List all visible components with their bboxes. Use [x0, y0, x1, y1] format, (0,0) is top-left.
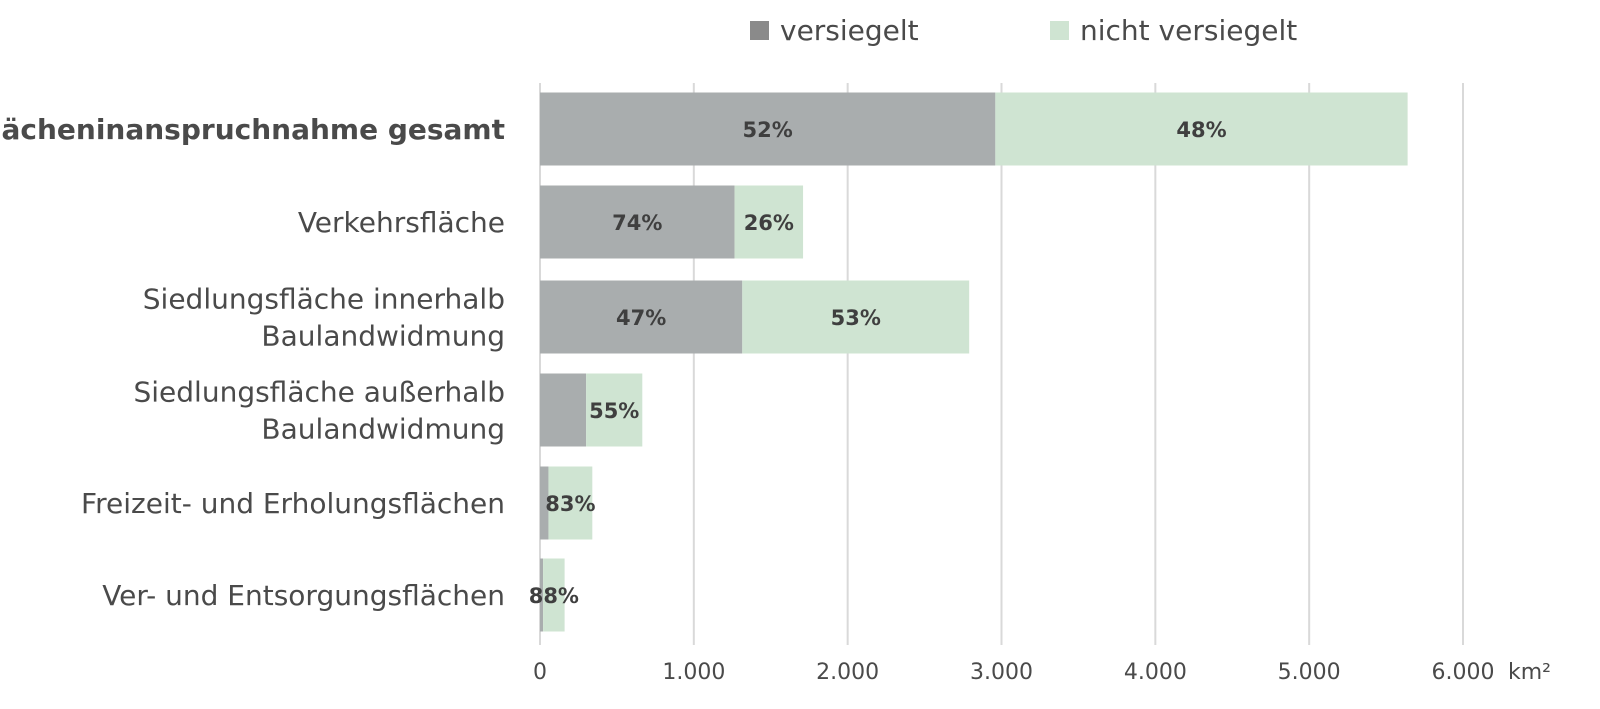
- legend-label: versiegelt: [780, 14, 919, 47]
- bar-segment-unsealed: [742, 280, 970, 354]
- bar-segment-unsealed: [586, 373, 643, 447]
- category-label: Flächeninanspruchnahme gesamt: [0, 113, 505, 146]
- x-axis-ticks: 0 1.000 2.000 3.000 4.000 5.000 6.000 km²: [533, 660, 1551, 685]
- bar-data-label: 48%: [1176, 118, 1226, 142]
- bar-segment-unsealed: [734, 185, 804, 259]
- category-label: Verkehrsfläche: [298, 206, 505, 239]
- category-label: Baulandwidmung: [261, 413, 505, 446]
- x-tick-label: 2.000: [816, 660, 879, 685]
- category-label: Baulandwidmung: [261, 320, 505, 353]
- bar-segment-unsealed: [543, 558, 565, 632]
- bars: 52% 48% 74% 26% 47% 53% 55% 83% 88%: [529, 92, 1408, 632]
- x-tick-label: 3.000: [970, 660, 1033, 685]
- category-labels: Flächeninanspruchnahme gesamt Verkehrsflä…: [0, 113, 505, 612]
- bar-data-label: 26%: [744, 211, 794, 235]
- legend: versiegelt nicht versiegelt: [750, 14, 1297, 47]
- bar-segment-sealed: [540, 558, 544, 632]
- x-tick-label: 5.000: [1278, 660, 1341, 685]
- grid-lines: [539, 83, 1464, 645]
- bar-segment-sealed: [540, 373, 587, 447]
- category-label: Ver- und Entsorgungsflächen: [102, 579, 505, 612]
- bar-data-label: 53%: [831, 306, 881, 330]
- bar-data-label: 83%: [545, 492, 595, 516]
- bar-segment-sealed: [540, 466, 549, 540]
- bar-segment-unsealed: [548, 466, 593, 540]
- category-label: Siedlungsfläche innerhalb: [143, 283, 505, 316]
- legend-swatch: [1050, 21, 1069, 40]
- bar-segment-unsealed: [995, 92, 1408, 166]
- bar-segment-sealed: [540, 280, 743, 354]
- x-tick-label: 4.000: [1124, 660, 1187, 685]
- bar-data-label: 52%: [743, 118, 793, 142]
- bar-data-label: 47%: [616, 306, 666, 330]
- x-tick-label: 0: [533, 660, 547, 685]
- legend-swatch: [750, 21, 769, 40]
- category-label: Freizeit- und Erholungsflächen: [81, 487, 505, 520]
- x-axis-unit: km²: [1508, 660, 1551, 685]
- x-tick-label: 6.000: [1432, 660, 1495, 685]
- x-tick-label: 1.000: [662, 660, 725, 685]
- bar-data-label: 74%: [612, 211, 662, 235]
- bar-segment-sealed: [540, 92, 996, 166]
- category-label: Siedlungsfläche außerhalb: [134, 376, 506, 409]
- bar-data-label: 88%: [529, 584, 579, 608]
- bar-data-label: 55%: [589, 399, 639, 423]
- bar-segment-sealed: [540, 185, 735, 259]
- legend-label: nicht versiegelt: [1080, 14, 1297, 47]
